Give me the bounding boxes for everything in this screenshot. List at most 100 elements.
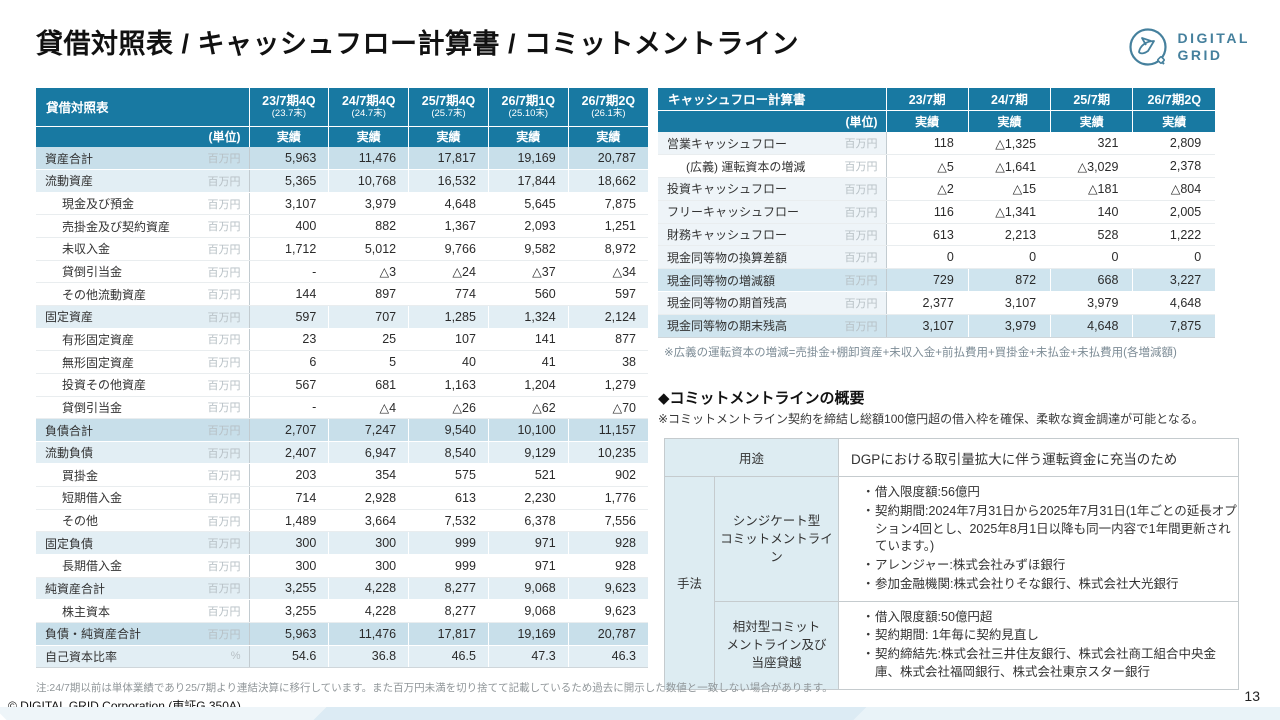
row-value: 872 [967,268,1051,293]
table-row: 自己資本比率% 54.6 36.8 46.5 47.3 46.3 [36,645,648,669]
row-value: 0 [967,245,1051,270]
row-value: 8,277 [408,599,489,623]
bullet-item: 借入限度額:56億円 [862,484,1237,502]
result-header: 実績 [328,126,409,147]
result-header: 実績 [248,126,329,147]
row-value: 2,378 [1132,154,1216,179]
row-value: 877 [567,328,648,352]
row-value: 300 [328,531,409,556]
table-row: 負債合計 百万円 2,707 7,247 9,540 10,100 11,157 [36,418,648,442]
table-row: その他流動資産 百万円 144 897 774 560 597 [36,282,648,306]
row-value: 4,228 [328,599,409,623]
row-value: 5,365 [248,169,329,193]
unit-header: (単位) [185,126,250,147]
row-value: 902 [567,463,648,488]
row-label: 現金同等物の換算差額 [658,245,836,270]
table-row: 財務キャッシュフロー 百万円 613 2,213 528 1,222 [658,223,1216,247]
row-label: 負債合計 [36,418,185,442]
period-label: 25/7期4Q [421,94,476,109]
row-label: 財務キャッシュフロー [658,223,836,247]
row-value: 400 [248,214,329,239]
result-header: 実績 [408,126,489,147]
balance-sheet-table: 貸借対照表 23/7期4Q (23.7末) 24/7期4Q (24.7末) 25/7期4Q… [36,88,648,669]
period-sublabel: (26.1末) [591,107,626,119]
row-unit: 百万円 [836,268,887,293]
bullet-item: 借入限度額:50億円超 [862,609,1237,627]
row-label: 流動負債 [36,441,185,465]
row-value: 46.3 [567,645,648,669]
row-label: 現金同等物の期末残高 [658,314,836,338]
row-value: 897 [328,282,409,306]
row-value: △34 [567,260,648,284]
row-value: 567 [248,373,329,397]
row-value: △1,341 [967,200,1051,224]
row-value: 560 [487,282,569,306]
row-value: 1,776 [567,486,648,510]
row-label: 現金同等物の期首残高 [658,291,836,315]
table-row: 資産合計 百万円 5,963 11,476 17,817 19,169 20,787 [36,147,648,171]
row-value: 7,247 [328,418,409,442]
table-row: 固定負債 百万円 300 300 999 971 928 [36,531,648,556]
row-value: 2,809 [1132,132,1216,156]
table-row: その他 百万円 1,489 3,664 7,532 6,378 7,556 [36,509,648,533]
period-label: 26/7期1Q [501,94,556,109]
result-header: 実績 [885,110,969,132]
row-value: 2,707 [248,418,329,442]
bottom-decorative-strip [0,707,1280,720]
row-value: 1,367 [408,214,489,239]
bullet-item: アレンジャー:株式会社みずほ銀行 [862,557,1237,575]
row-value: 3,664 [328,509,409,533]
row-unit: 百万円 [185,599,250,623]
row-value: 3,107 [967,291,1051,315]
period-sublabel: (23.7末) [271,107,307,119]
row-value: 4,648 [1050,314,1133,338]
row-value: 141 [487,328,569,352]
row-label: 固定資産 [36,305,185,329]
row-value: 46.5 [408,645,489,669]
cash-flow-section: キャッシュフロー計算書 23/7期 24/7期 25/7期 26/7期2Q (単位) 実績実… [658,88,1216,338]
row-label: 投資キャッシュフロー [658,177,836,201]
method2-bullet-list: 借入限度額:50億円超契約期間: 1年毎に契約見直し契約締結先:株式会社三井住友… [840,609,1237,682]
result-header: 実績 [1132,110,1216,132]
table-row: 固定資産 百万円 597 707 1,285 1,324 2,124 [36,305,648,329]
cash-flow-footnote: ※広義の運転資本の増減=売掛金+棚卸資産+未収入金+前払費用+買掛金+未払金+未… [664,347,1177,359]
row-value: 613 [885,223,969,247]
row-value: 5,963 [248,622,329,646]
table-row: 営業キャッシュフロー 百万円 118 △1,325 321 2,809 [658,132,1216,156]
row-value: 971 [487,554,569,578]
balance-sheet-section: 貸借対照表 23/7期4Q (23.7末) 24/7期4Q (24.7末) 25/7期4Q… [36,88,648,669]
row-label: 有形固定資産 [36,328,185,352]
row-value: 0 [885,245,969,270]
bullet-item: 契約締結先:株式会社三井住友銀行、株式会社商工組合中央金庫、株式会社福岡銀行、株… [862,646,1237,682]
usage-text-cell: DGPにおける取引量拡大に伴う運転資金に充当のため [838,438,1240,477]
row-value: 668 [1050,268,1133,293]
row-value: 1,324 [487,305,569,329]
row-value: 2,928 [328,486,409,510]
table-row: 現金同等物の期首残高 百万円 2,377 3,107 3,979 4,648 [658,291,1216,315]
period-header: 26/7期2Q [1132,88,1216,111]
row-value: △3 [328,260,409,284]
row-unit: 百万円 [185,237,250,261]
table-row: 長期借入金 百万円 300 300 999 971 928 [36,554,648,578]
table-row: 未収入金 百万円 1,712 5,012 9,766 9,582 8,972 [36,237,648,261]
row-value: 597 [567,282,648,306]
row-value: 107 [408,328,489,352]
commitment-method-row: 相対型コミット メントライン及び 当座貸越 借入限度額:50億円超契約期間: 1… [665,600,1240,690]
table-row: 現金同等物の換算差額 百万円 0 0 0 0 [658,245,1216,270]
row-value: 3,107 [885,314,969,338]
row-value: 9,582 [487,237,569,261]
page-number: 13 [1244,688,1260,704]
row-label: 現金及び預金 [36,192,185,216]
row-value: 774 [408,282,489,306]
row-unit: 百万円 [836,177,887,201]
bullet-item: 契約期間: 1年毎に契約見直し [862,627,1237,645]
row-value: 5 [328,350,409,374]
row-value: 1,279 [567,373,648,397]
row-value: 17,844 [487,169,569,193]
row-value: 5,645 [487,192,569,216]
row-unit: 百万円 [836,245,887,270]
row-value: 47.3 [487,645,569,669]
row-label: 現金同等物の増減額 [658,268,836,293]
row-value: 118 [885,132,969,156]
